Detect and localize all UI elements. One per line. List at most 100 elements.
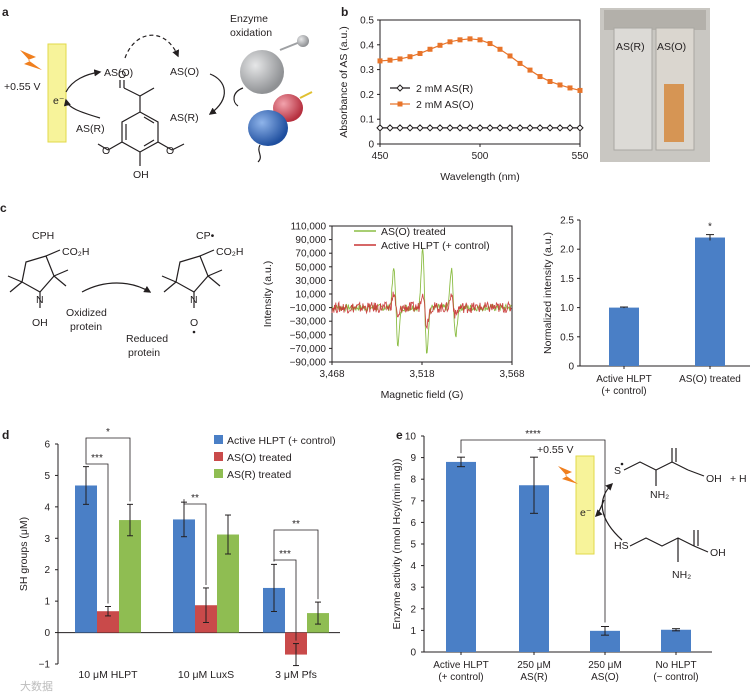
y-tick-label: −90,000 (290, 358, 327, 369)
orange-solution (664, 84, 684, 142)
data-point (377, 58, 383, 64)
data-point (436, 124, 444, 132)
as-o-left-label: AS(O) (104, 67, 133, 79)
plus-h-label: + H (730, 473, 747, 485)
data-point (516, 124, 524, 132)
data-point (567, 85, 573, 91)
y-tick-label: 0 (368, 140, 374, 151)
panel-letter-d: d (2, 428, 9, 442)
photo-top-band (604, 10, 706, 30)
voltage-label-e: +0.55 V (537, 444, 574, 456)
data-point (547, 79, 553, 85)
data-point (376, 124, 384, 132)
significance-marker: *** (91, 453, 103, 464)
y-tick-label: 110,000 (291, 222, 327, 233)
data-point (466, 124, 474, 132)
x-category-label: 250 μM AS(R) (517, 660, 551, 683)
data-point (426, 124, 434, 132)
enzyme-oxidation-label-1: Enzyme (230, 13, 268, 25)
data-point (557, 82, 563, 88)
data-point (456, 124, 464, 132)
legend-label: Active HLPT (+ control) (381, 240, 490, 252)
x-tick-label: 450 (372, 151, 389, 162)
legend-label: 2 mM AS(O) (416, 99, 474, 111)
cp-o-radical: O (190, 317, 198, 329)
protein-linker-yellow (299, 91, 313, 99)
y-tick-label: 6 (410, 518, 416, 529)
data-point (476, 124, 484, 132)
x-category-label: Active HLPT (+ control) (433, 660, 489, 683)
significance-bracket (85, 437, 131, 502)
y-tick-label: 0.4 (360, 40, 374, 51)
significance-marker: * (106, 427, 110, 438)
y-axis-label: SH groups (μM) (18, 517, 30, 591)
svg-text:OH: OH (133, 169, 149, 181)
data-point (536, 124, 544, 132)
legend-label: AS(O) treated (381, 226, 446, 238)
cuvette-label-as-r: AS(R) (616, 41, 645, 53)
y-tick-label: 0.3 (360, 65, 374, 76)
y-tick-label: 0 (410, 648, 416, 659)
cp-ring (175, 255, 209, 293)
legend-swatch (214, 469, 223, 478)
data-point (427, 46, 433, 52)
x-category-label: 3 μM Pfs (275, 669, 317, 681)
cuvette-as-r (613, 27, 653, 151)
data-point (566, 124, 574, 132)
panel-e-scheme: +0.55 V e⁻ S OH NH₂ + H HS OH NH₂ (537, 444, 747, 581)
cph-label: CPH (32, 230, 54, 242)
y-tick-label: 7 (410, 496, 416, 507)
data-point (526, 124, 534, 132)
significance-marker: ** (191, 493, 199, 504)
data-point (437, 42, 443, 48)
significance-bracket (460, 439, 606, 623)
electron-label: e⁻ (53, 95, 65, 107)
bar (661, 629, 691, 652)
cp-n: N (190, 294, 198, 306)
bar (97, 611, 119, 633)
y-tick-label: 4 (44, 502, 50, 513)
as-o-right-label: AS(O) (170, 66, 199, 78)
legend-swatch (214, 435, 223, 444)
y-tick-label: 1 (44, 597, 50, 608)
data-point (517, 60, 523, 66)
y-tick-label: 2.0 (560, 245, 574, 256)
thiyl-chain (623, 461, 689, 471)
significance-marker: ** (292, 519, 300, 530)
lightning-bolt-icon-e (558, 466, 578, 484)
oxidation-arrow-left (65, 69, 102, 93)
cph-oh: OH (32, 317, 48, 329)
nh2-label-1: NH₂ (650, 489, 669, 501)
data-point (546, 124, 554, 132)
protein-tether-top (233, 87, 244, 107)
reduced-label-1: Reduced (126, 333, 168, 345)
significance-marker: **** (525, 429, 541, 440)
cph-ring (21, 255, 55, 293)
bar (217, 534, 239, 633)
data-point (447, 39, 453, 45)
y-tick-label: 70,000 (295, 249, 326, 260)
significance-marker: *** (279, 549, 291, 560)
bar (609, 307, 639, 366)
electrode (47, 43, 67, 143)
x-axis-label: Wavelength (nm) (440, 171, 520, 183)
legend-label: Active HLPT (+ control) (227, 435, 336, 447)
x-category-label: AS(O) treated (679, 374, 741, 385)
panel-a-scheme: +0.55 V e⁻ AS(O) AS(R) AS(O) AS(R) Enzym… (4, 13, 313, 181)
x-category-label: 250 μM AS(O) (588, 660, 622, 683)
y-tick-label: 1.5 (560, 274, 574, 285)
data-point (406, 124, 414, 132)
y-axis-label: Absorbance of AS (a.u.) (338, 26, 350, 137)
y-tick-label: 9 (410, 453, 416, 464)
electron-arrow-e (594, 499, 605, 518)
x-category-label: No HLPT (− control) (653, 660, 698, 683)
data-point (477, 37, 483, 43)
electrode-e (575, 455, 595, 555)
x-tick-label: 3,468 (319, 369, 344, 380)
x-category-label: 10 μM HLPT (78, 669, 138, 681)
reduced-label-2: protein (128, 347, 160, 359)
oh-label-1: OH (706, 473, 722, 485)
panel-letter-c: c (0, 201, 7, 215)
data-point (457, 37, 463, 43)
